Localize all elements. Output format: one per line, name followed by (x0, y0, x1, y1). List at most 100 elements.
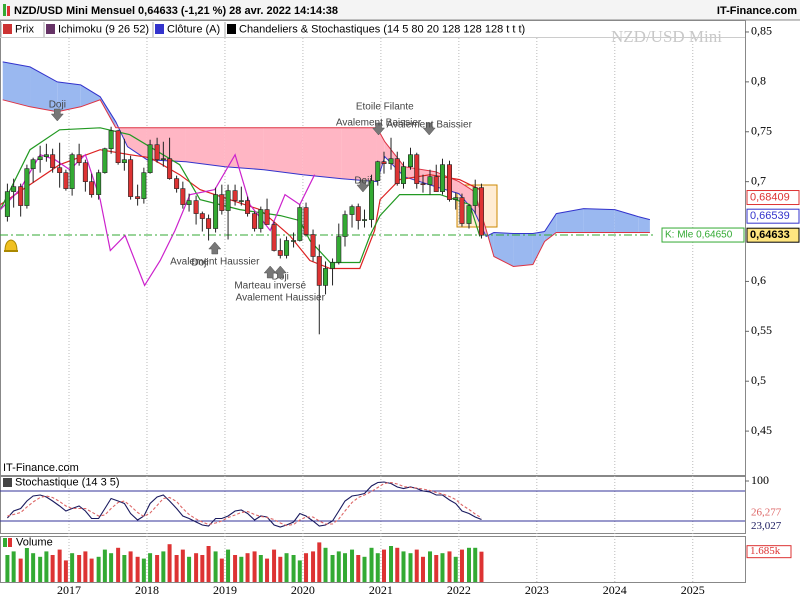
last-value-label: 26,277 (751, 506, 782, 518)
annotation: Avalement Haussier (236, 293, 326, 304)
candle-body (108, 130, 114, 150)
candle-body (102, 148, 108, 173)
volume-bar (63, 560, 68, 582)
candle-body (459, 197, 465, 224)
candle-body (37, 156, 43, 160)
candle-body (63, 172, 69, 189)
volume-bar (245, 553, 250, 582)
candle-body (336, 236, 342, 263)
volume-bar (77, 555, 82, 582)
price-label-box (746, 190, 800, 206)
candle-body (213, 194, 219, 229)
candle-body (225, 190, 231, 211)
candle-body (11, 186, 17, 192)
volume-bar (213, 551, 218, 582)
candle-body (82, 162, 88, 182)
volume-bar (447, 551, 452, 582)
candle-body (50, 154, 56, 168)
volume-bar (18, 558, 23, 582)
candle-body (414, 154, 420, 184)
volume-bar (272, 549, 277, 582)
marker-label: K: Mle 0,64650 (665, 230, 733, 241)
cloud-segment (302, 127, 342, 179)
legend-label: Chandeliers & Stochastiques (14 5 80 20 … (239, 23, 525, 35)
candle-body (439, 164, 445, 192)
volume-bar (180, 549, 185, 582)
volume-bar (278, 556, 283, 582)
cloud-segment (341, 127, 377, 182)
volume-bar (122, 555, 127, 582)
annotation: Avalement Baissier (387, 120, 473, 131)
cloud-span-b (2, 99, 650, 268)
last-value-label: 23,027 (751, 520, 782, 532)
candle-body (271, 224, 277, 251)
volume-bar (330, 555, 335, 582)
candle-body (394, 158, 400, 184)
cloud-segment (2, 61, 31, 107)
price-label-box (746, 208, 800, 224)
candle-body (180, 188, 186, 205)
main-panel (0, 20, 746, 476)
x-tick-label: 2021 (369, 583, 393, 597)
candle-body (349, 206, 355, 215)
volume-bar (356, 555, 361, 582)
cloud-segment (57, 81, 81, 112)
volume-bar (194, 553, 199, 582)
panel-title-bg (13, 477, 119, 488)
candle-body (433, 176, 439, 192)
volume-bar (291, 555, 296, 582)
volume-bar (226, 549, 231, 582)
x-tick-label: 2025 (681, 583, 705, 597)
volume-bar (31, 553, 36, 582)
legend: Prix Ichimoku (9 26 52) Clôture (A) Chandel… (0, 22, 525, 37)
x-tick-label: 2020 (291, 583, 315, 597)
candle-body (89, 181, 95, 195)
stoch-panel (0, 476, 746, 534)
volume-bar (317, 542, 322, 582)
candle-body (128, 159, 134, 197)
volume-bar (414, 549, 419, 582)
candle-body (466, 205, 472, 224)
candle-body (408, 154, 414, 167)
cloud-span-a (2, 61, 651, 238)
volume-bar (428, 551, 433, 582)
candle-body (277, 250, 283, 256)
volume-panel (0, 536, 746, 583)
candle-body (219, 194, 225, 211)
candle-body (446, 164, 452, 200)
volume-bar (24, 547, 29, 582)
candle-body (193, 200, 199, 214)
panel-title-icon (3, 538, 7, 547)
legend-swatch (227, 24, 236, 34)
cloud-segment (583, 208, 615, 233)
brand: IT-Finance.com (3, 462, 79, 474)
candle-body (43, 154, 49, 157)
panel-title: Volume (16, 536, 53, 548)
last-value-label: 1.685k (750, 545, 781, 557)
x-tick-label: 2018 (135, 583, 159, 597)
y-tick-label: 0,85 (751, 24, 772, 38)
annotation: Doji (354, 176, 371, 187)
candle-body (388, 158, 394, 164)
candle-body (167, 158, 173, 179)
candle-body (323, 268, 329, 286)
candle-body (316, 256, 322, 286)
volume-bar (375, 553, 380, 582)
volume-bar (174, 555, 179, 582)
volume-bar (453, 556, 458, 582)
candle-body (453, 197, 459, 200)
volume-bar (219, 558, 224, 582)
volume-bar (239, 556, 244, 582)
brand: IT-Finance.com (717, 5, 797, 17)
volume-bar (479, 551, 484, 582)
y-tick-label: 0,7 (751, 173, 766, 187)
candle-body (135, 196, 141, 199)
volume-bar (187, 556, 192, 582)
panel-title-icon (8, 538, 12, 547)
y-tick-label: 0,55 (751, 323, 772, 337)
y-tick-label: 0,8 (751, 74, 766, 88)
candle-body (381, 161, 387, 164)
